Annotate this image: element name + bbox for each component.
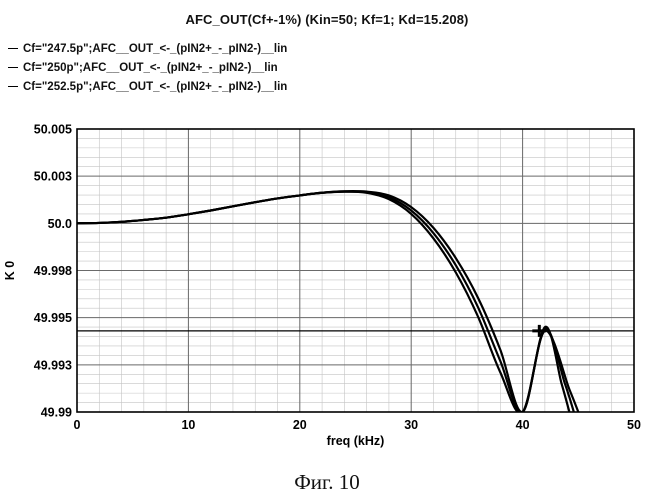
y-tick-label: 49.998 [34,264,72,278]
y-tick-label: 49.99 [41,406,72,420]
series-line-3 [77,190,580,412]
legend-swatch [8,86,18,88]
x-tick-label: 10 [181,418,195,432]
x-tick-label: 30 [404,418,418,432]
legend-entry: Cf="252.5p";AFC__OUT_<-_(pIN2+_-_pIN2-)_… [8,78,287,97]
chart-title: AFC_OUT(Cf+-1%) (Kin=50; Kf=1; Kd=15.208… [185,12,469,27]
x-tick-label: 20 [293,418,307,432]
x-tick-label: 40 [516,418,530,432]
legend-swatch [8,67,18,69]
series-lines [77,190,580,412]
legend-label: Cf="247.5p";AFC__OUT_<-_(pIN2+_-_pIN2-)_… [23,43,288,55]
y-tick-label: 49.993 [34,358,72,372]
x-tick-label: 0 [74,418,81,432]
legend-swatch [8,48,18,50]
legend-label: Cf="250p";AFC__OUT_<-_(pIN2+_-_pIN2-)__l… [23,62,278,74]
x-axis-title: freq (kHz) [327,434,385,448]
y-axis-title: K 0 [3,261,17,281]
legend-entry: Cf="247.5p";AFC__OUT_<-_(pIN2+_-_pIN2-)_… [8,40,287,59]
legend-label: Cf="252.5p";AFC__OUT_<-_(pIN2+_-_pIN2-)_… [23,81,288,93]
plot-frame [76,128,635,413]
legend: Cf="247.5p";AFC__OUT_<-_(pIN2+_-_pIN2-)_… [8,40,287,97]
series-line-2 [77,190,575,412]
series-line-1 [77,190,571,412]
y-tick-label: 49.995 [34,311,72,325]
y-tick-label: 50.005 [34,123,72,137]
figure-caption: Фиг. 10 [294,470,360,494]
y-tick-label: 50.003 [34,170,72,184]
major-grid [76,128,635,413]
y-axis-ticks: 49.99 49.993 49.995 49.998 50.0 50.003 50.005 [34,123,72,420]
y-tick-label: 50.0 [48,217,72,231]
legend-entry: Cf="250p";AFC__OUT_<-_(pIN2+_-_pIN2-)__l… [8,59,287,78]
x-tick-label: 50 [627,418,641,432]
x-axis-ticks: 0 10 20 30 40 50 [74,418,641,432]
marker-layer [77,324,634,337]
plot-area: 0 10 20 30 40 50 49.99 49.993 49.995 49.998 50.0 5… [3,123,641,449]
